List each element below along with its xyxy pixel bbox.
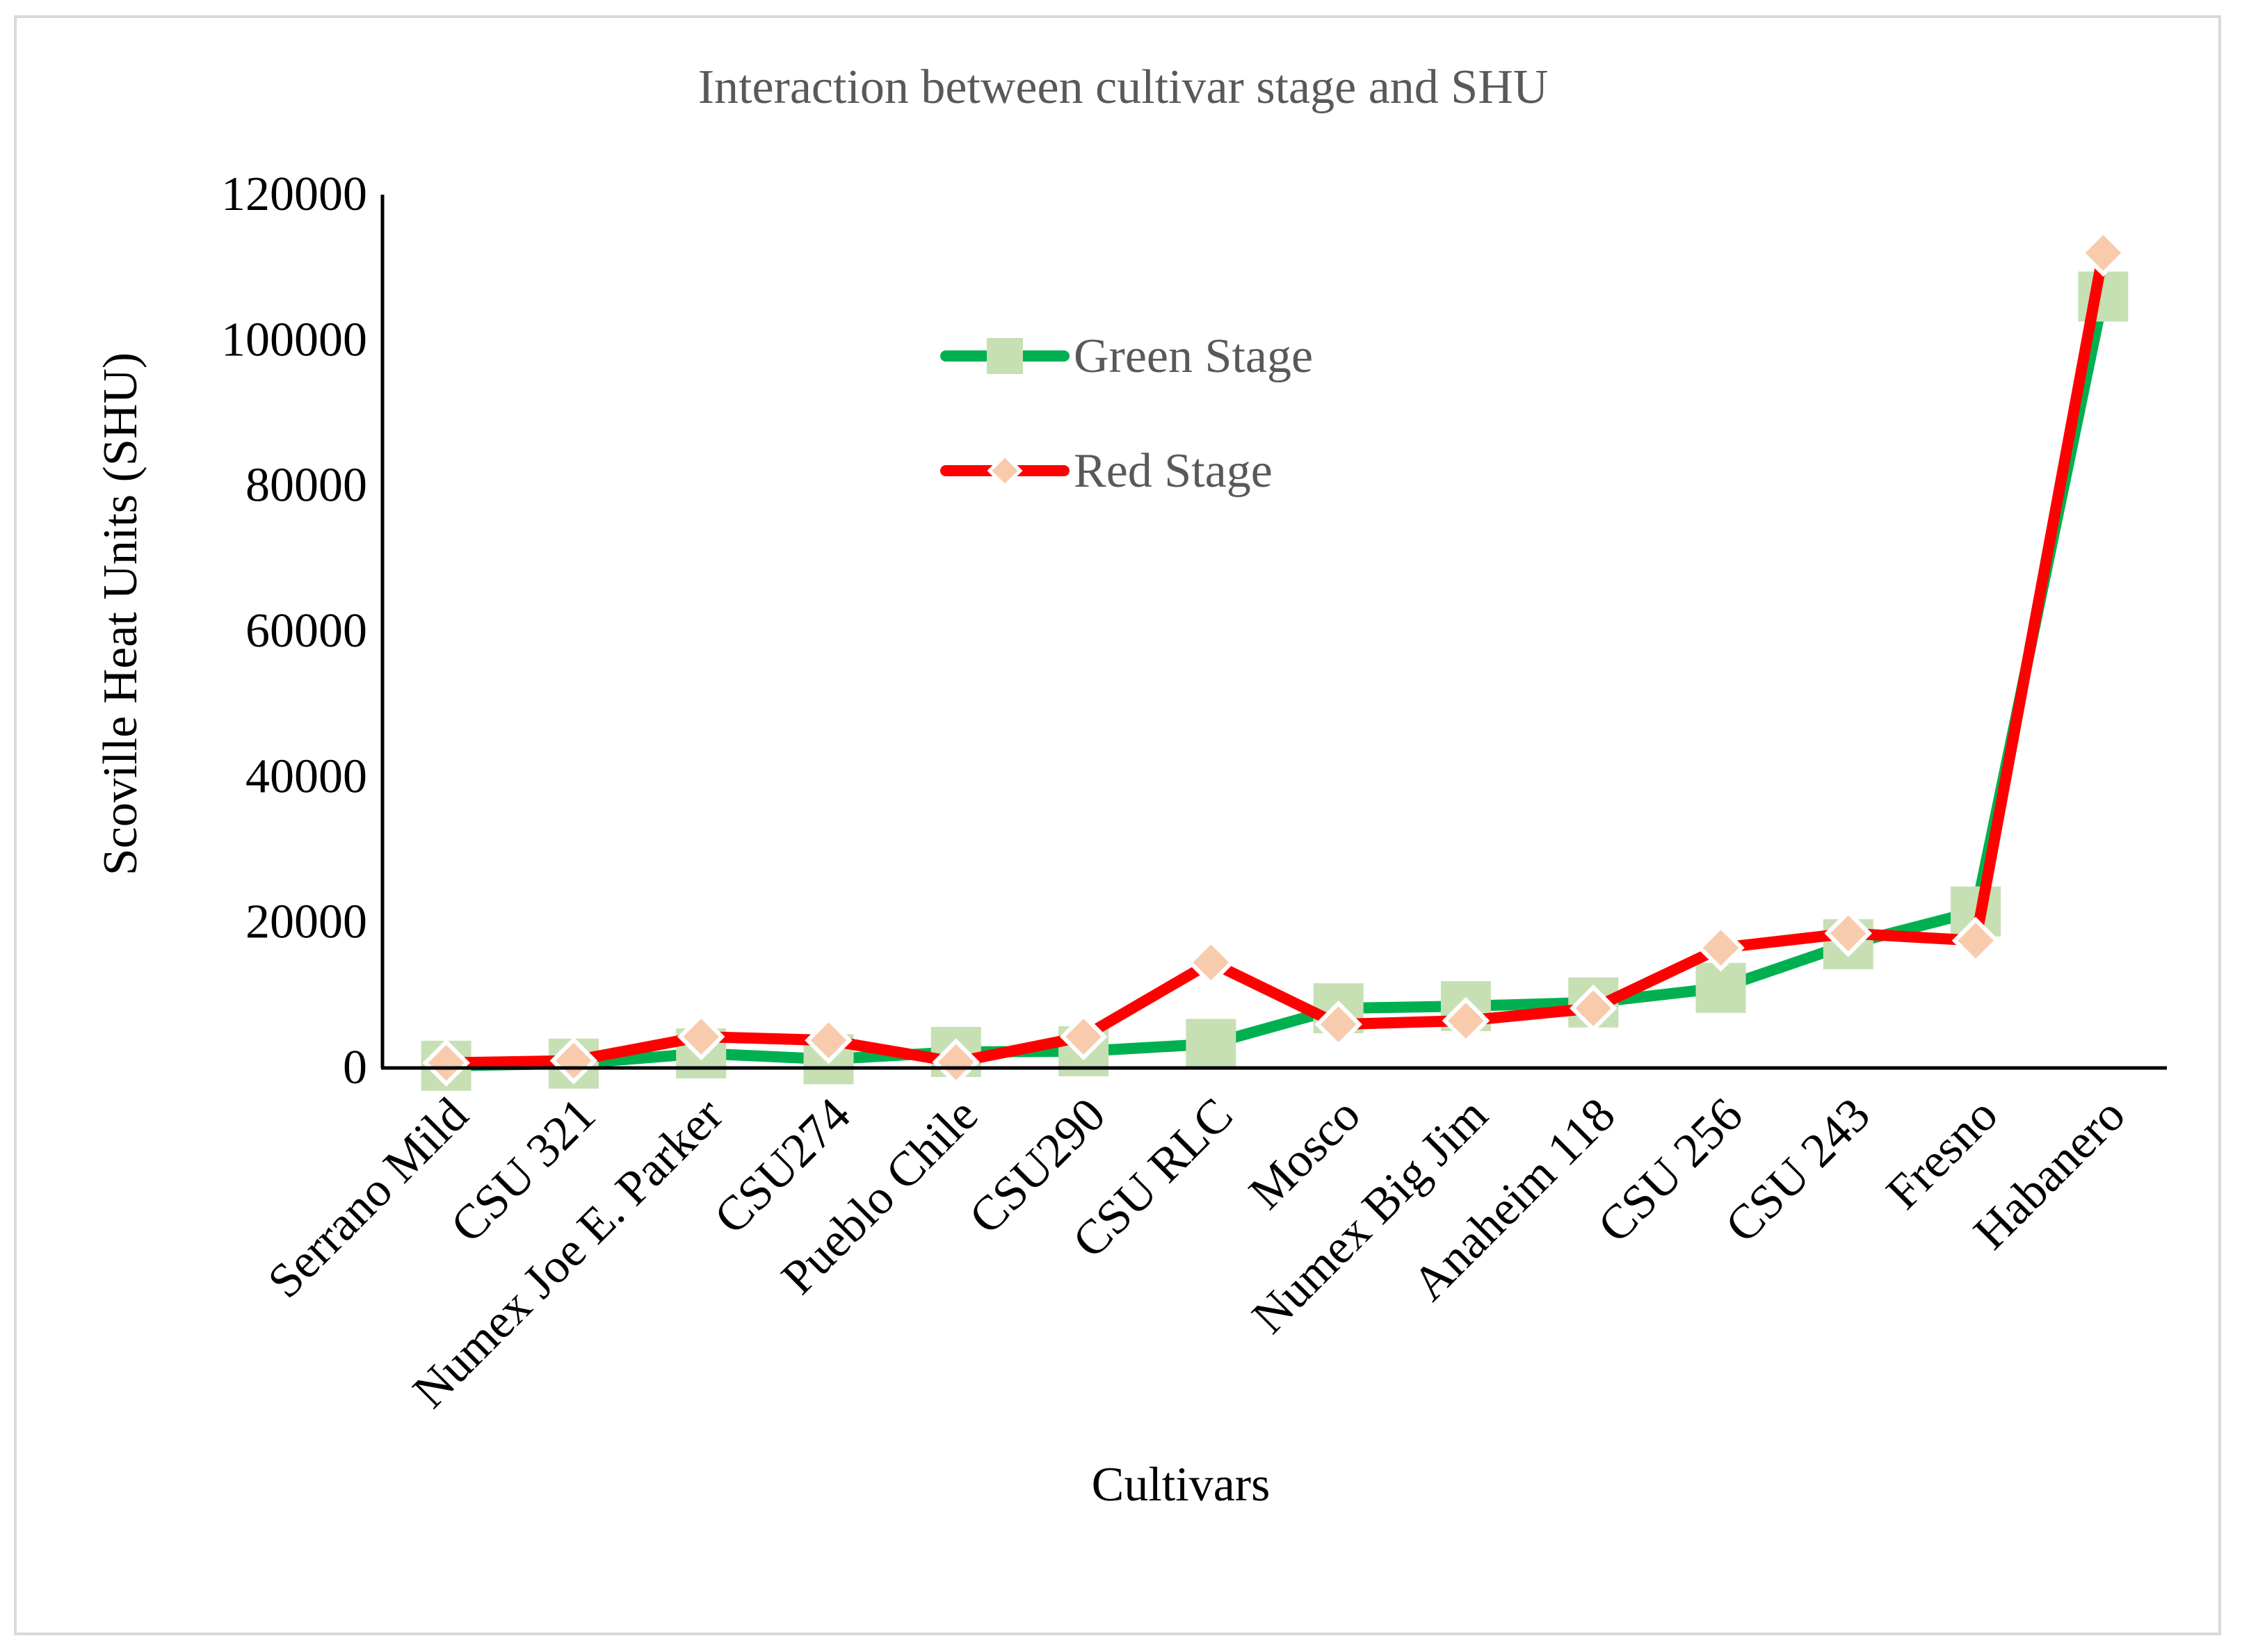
data-point-red-stage-anaheim-118 — [1569, 984, 1618, 1032]
legend-marker-green-stage — [987, 338, 1023, 374]
data-point-red-stage-csu-321 — [549, 1037, 598, 1085]
data-point-red-stage-numex-big-jim — [1442, 996, 1490, 1045]
data-point-red-stage-habanero — [2079, 229, 2127, 277]
legend-label-green-stage: Green Stage — [1074, 330, 1313, 383]
y-tick-label: 80000 — [245, 459, 367, 512]
data-point-red-stage-csu-rlc — [1187, 938, 1235, 987]
y-axis-ticks: 0 20000 40000 60000 80000 100000 120000 — [221, 168, 367, 1094]
data-point-red-stage-csu274 — [805, 1016, 853, 1064]
x-tick-label-serrano-mild: Serrano Mild — [258, 1088, 478, 1309]
legend-label-red-stage: Red Stage — [1074, 444, 1273, 498]
y-tick-label: 120000 — [221, 168, 367, 221]
series-green-stage — [421, 271, 2129, 1091]
y-tick-label: 40000 — [245, 750, 367, 803]
data-point-red-stage-csu-243 — [1824, 909, 1873, 957]
data-point-red-stage-numex-joe-e-parker — [677, 1012, 725, 1061]
x-axis-title: Cultivars — [1092, 1458, 1271, 1512]
y-tick-label: 100000 — [221, 313, 367, 366]
data-point-red-stage-mosco — [1314, 1000, 1362, 1048]
data-point-green-stage-csu-rlc — [1186, 1019, 1236, 1069]
legend-marker-red-stage — [987, 453, 1023, 489]
y-tick-label: 0 — [343, 1041, 367, 1094]
chart-title: Interaction between cultivar stage and S… — [698, 60, 1549, 114]
series-layer — [421, 229, 2129, 1091]
data-point-red-stage-pueblo-chile — [932, 1038, 981, 1086]
y-axis-title: Scoville Heat Units (SHU) — [94, 353, 147, 875]
data-point-red-stage-fresno — [1951, 916, 2000, 965]
y-tick-label: 20000 — [245, 896, 367, 949]
data-point-red-stage-csu290 — [1059, 1012, 1108, 1061]
data-point-red-stage-serrano-mild — [422, 1039, 470, 1087]
legend-item-red-stage: Red Stage — [940, 444, 1273, 498]
data-point-red-stage-csu-256 — [1697, 924, 1745, 972]
legend: Green Stage Red Stage — [940, 330, 1313, 498]
y-tick-label: 60000 — [245, 604, 367, 658]
legend-item-green-stage: Green Stage — [940, 330, 1313, 383]
series-red-stage — [422, 229, 2127, 1087]
x-tick-label-csu-243: CSU 243 — [1716, 1088, 1880, 1253]
